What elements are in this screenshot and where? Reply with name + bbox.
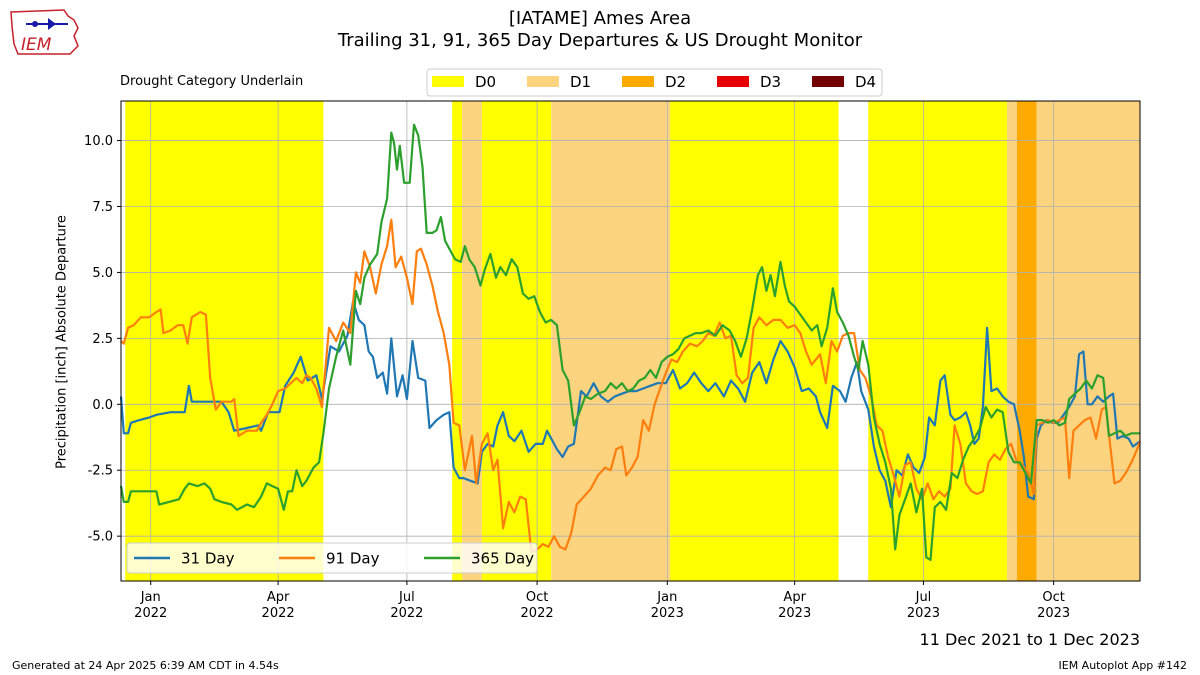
series-line-91-day — [120, 218, 1142, 554]
x-tick-label-month: Jul — [398, 590, 415, 605]
drought-legend-swatch-d3 — [717, 76, 749, 87]
drought-band-d0 — [125, 101, 324, 581]
drought-band-d1 — [1036, 101, 1140, 581]
drought-legend-label-d0: D0 — [475, 73, 496, 91]
drought-band-d1 — [1006, 101, 1017, 581]
logo-text: IEM — [21, 35, 52, 55]
drought-band-d1 — [551, 101, 671, 581]
y-tick-label: 7.5 — [92, 200, 113, 215]
x-tick-label-month: Apr — [267, 590, 290, 605]
drought-legend-swatch-d0 — [432, 76, 464, 87]
x-tick-label-month: Jan — [656, 590, 677, 605]
date-range-label: 11 Dec 2021 to 1 Dec 2023 — [919, 630, 1140, 649]
series-legend-label: 31 Day — [181, 550, 235, 568]
x-tick-label-year: 2022 — [134, 606, 167, 621]
y-tick-label: 5.0 — [92, 266, 113, 281]
series-legend-label: 365 Day — [471, 550, 534, 568]
app-credit: IEM Autoplot App #142 — [1058, 659, 1188, 672]
y-tick-label: 2.5 — [92, 332, 113, 347]
x-tick-label-month: Oct — [1042, 590, 1064, 605]
x-tick-label-year: 2023 — [1037, 606, 1070, 621]
drought-band-d1 — [462, 101, 482, 581]
x-tick-label-year: 2023 — [651, 606, 684, 621]
drought-legend-label-d3: D3 — [760, 73, 781, 91]
y-tick-label: 0.0 — [92, 398, 113, 413]
x-tick-label-month: Oct — [526, 590, 548, 605]
drought-legend-label-d1: D1 — [570, 73, 591, 91]
series-line-365-day — [119, 123, 1140, 562]
generated-note: Generated at 24 Apr 2025 6:39 AM CDT in … — [12, 659, 279, 672]
iem-logo: IEM — [10, 9, 79, 55]
drought-legend-label-d2: D2 — [665, 73, 686, 91]
drought-legend-swatch-d1 — [527, 76, 559, 87]
y-tick-label: 10.0 — [84, 134, 113, 149]
drought-category-label: Drought Category Underlain — [120, 74, 304, 89]
x-tick-label-month: Apr — [783, 590, 806, 605]
x-tick-label-year: 2023 — [907, 606, 940, 621]
x-tick-label-year: 2022 — [390, 606, 423, 621]
drought-legend-label-d4: D4 — [855, 73, 876, 91]
drought-band-d0 — [481, 101, 552, 581]
drought-band-d2 — [1016, 101, 1037, 581]
drought-band-d0 — [670, 101, 839, 581]
chart-title: [IATAME] Ames Area — [508, 8, 692, 29]
drought-band-d0 — [452, 101, 463, 581]
drought-legend-swatch-d4 — [812, 76, 844, 87]
plot-frame — [120, 100, 1141, 582]
series-line-31-day — [119, 300, 1141, 509]
x-tick-label-year: 2022 — [262, 606, 295, 621]
drought-legend-swatch-d2 — [622, 76, 654, 87]
drought-legend-box — [426, 68, 883, 97]
chart-subtitle: Trailing 31, 91, 365 Day Departures & US… — [337, 30, 863, 51]
y-tick-label: -2.5 — [88, 464, 113, 479]
x-tick-label-year: 2023 — [778, 606, 811, 621]
y-tick-label: -5.0 — [88, 530, 113, 545]
series-legend-label: 91 Day — [326, 550, 380, 568]
x-tick-label-year: 2022 — [521, 606, 554, 621]
x-tick-label-month: Jul — [915, 590, 932, 605]
series-legend-box — [126, 542, 538, 574]
x-tick-label-month: Jan — [140, 590, 161, 605]
